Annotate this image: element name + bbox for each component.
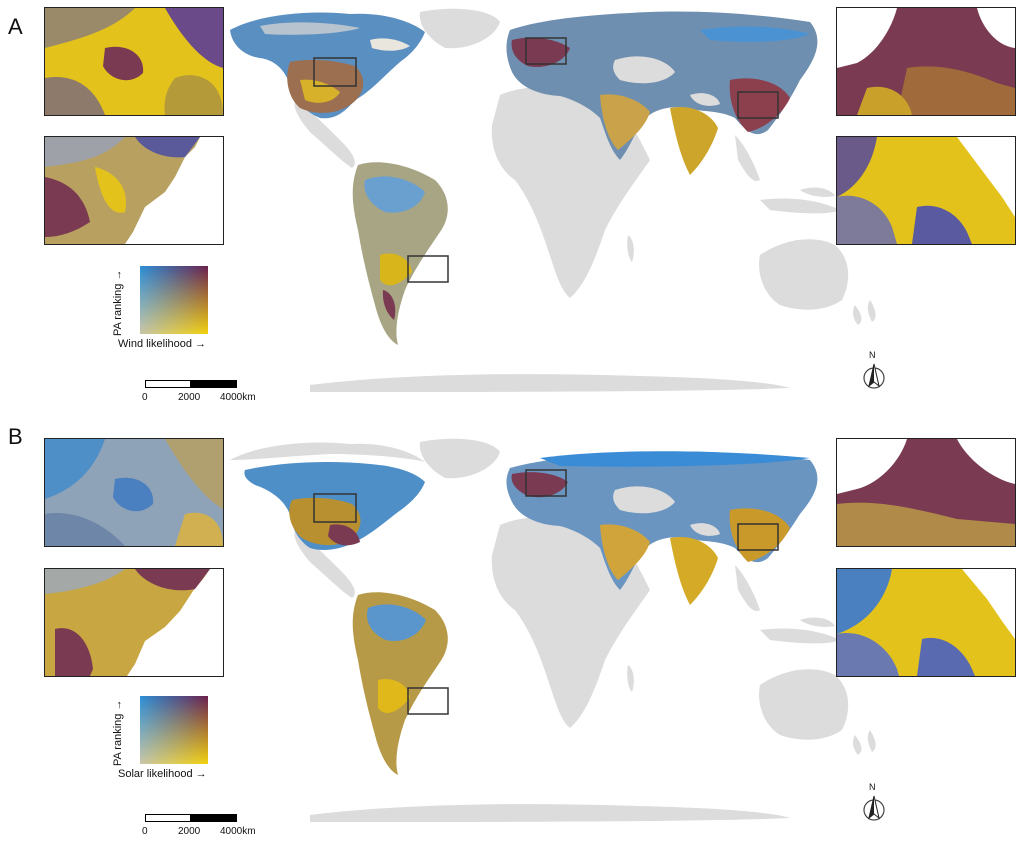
inset-north-america <box>44 438 224 547</box>
panel-a: A <box>0 0 1024 420</box>
legend-color-square <box>140 266 208 334</box>
inset-north-america <box>44 7 224 116</box>
scale-label-4000: 4000km <box>220 826 256 837</box>
scale-bar: 0 2000 4000km <box>142 814 256 840</box>
north-label: N <box>869 782 876 792</box>
panel-label: A <box>8 14 23 39</box>
panel-label: B <box>8 424 23 449</box>
inset-east-asia <box>836 568 1016 677</box>
legend-y-label: PA ranking → <box>112 699 124 766</box>
bivariate-legend: PA ranking → Wind likelihood → <box>112 266 222 356</box>
north-arrow-icon: N <box>860 782 888 824</box>
inset-europe <box>836 7 1016 116</box>
legend-x-label: Solar likelihood → <box>118 768 207 780</box>
legend-color-square <box>140 696 208 764</box>
world-map <box>230 438 876 822</box>
scale-label-2000: 2000 <box>178 392 201 403</box>
inset-east-asia <box>836 136 1016 245</box>
scale-label-0: 0 <box>142 826 148 837</box>
north-arrow-icon: N <box>860 350 888 392</box>
scale-bar: 0 2000 4000km <box>142 380 256 406</box>
world-map <box>230 8 876 392</box>
inset-south-america <box>44 136 224 245</box>
panel-b: B <box>0 424 1024 850</box>
scale-label-4000: 4000km <box>220 392 256 403</box>
inset-south-america <box>44 568 224 677</box>
scale-label-2000: 2000 <box>178 826 201 837</box>
bivariate-legend: PA ranking → Solar likelihood → <box>112 696 222 786</box>
scale-label-0: 0 <box>142 392 148 403</box>
legend-x-label: Wind likelihood → <box>118 338 207 350</box>
inset-europe <box>836 438 1016 547</box>
north-label: N <box>869 350 876 360</box>
legend-y-label: PA ranking → <box>112 269 124 336</box>
